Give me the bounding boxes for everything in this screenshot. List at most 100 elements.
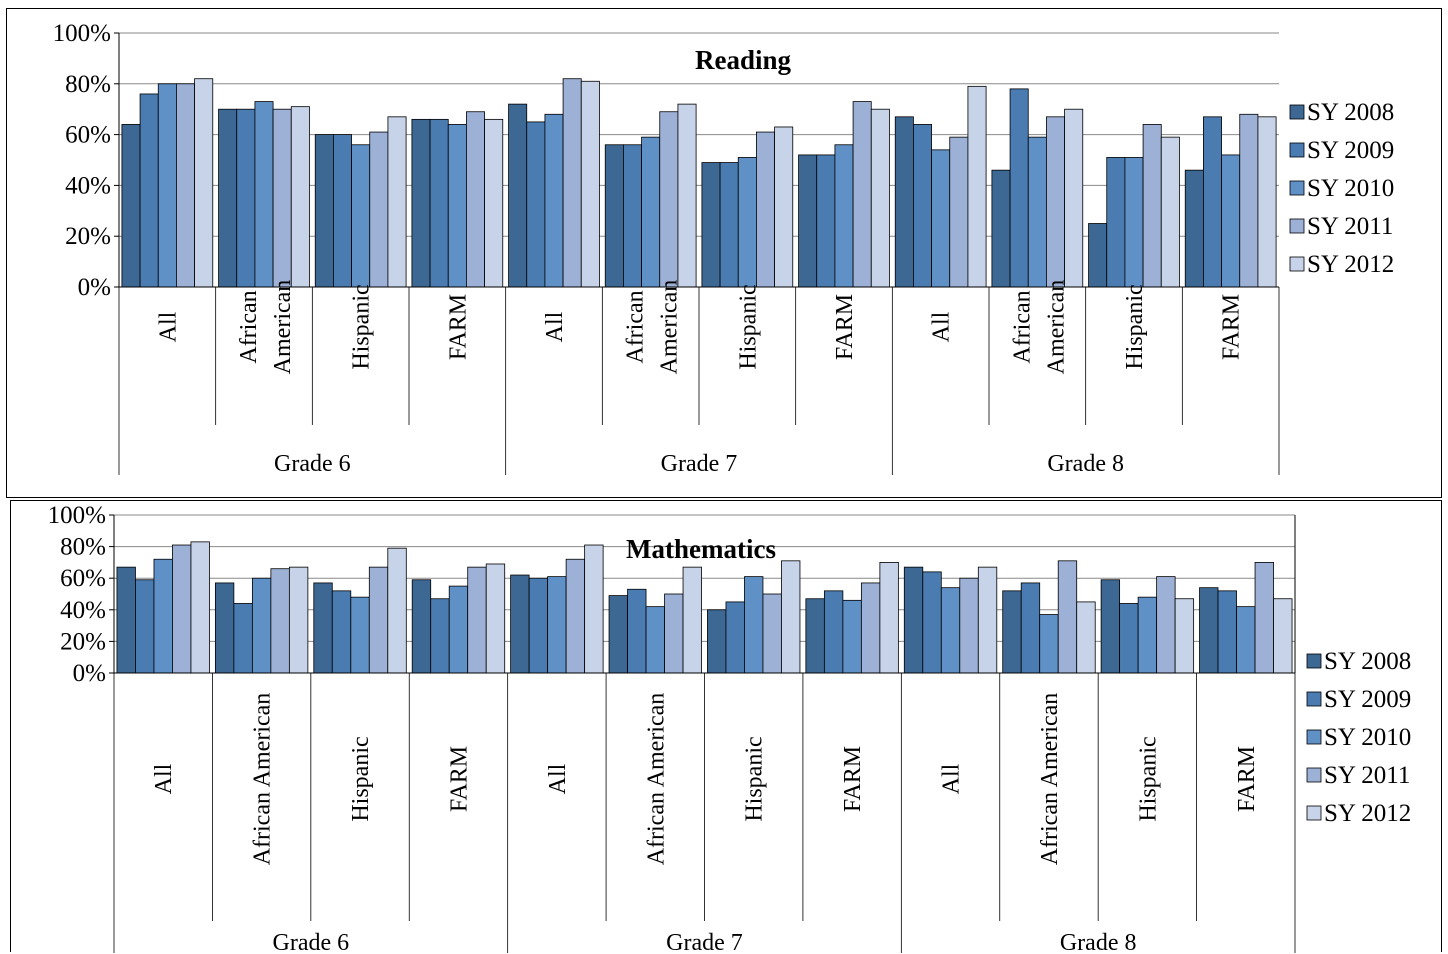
bar (350, 596, 370, 674)
y-tick-label: 0% (73, 660, 106, 687)
bar (719, 162, 739, 288)
bar (1184, 169, 1204, 288)
bar (508, 103, 528, 288)
bar (411, 579, 432, 674)
bar (879, 562, 899, 674)
legend-swatch (1306, 691, 1322, 707)
bar (1221, 154, 1241, 288)
bar (940, 587, 961, 674)
bar (314, 134, 334, 288)
bar (1057, 560, 1078, 674)
bar (116, 566, 136, 674)
bar (526, 121, 546, 288)
bar (959, 577, 979, 674)
bar (977, 566, 998, 674)
bar (870, 108, 890, 288)
category-label: African American (1037, 693, 1063, 866)
bar (756, 131, 775, 288)
legend-swatch (1306, 767, 1322, 783)
bar (236, 108, 256, 288)
bar (842, 599, 862, 674)
category-label: All (542, 311, 568, 342)
bar (1239, 113, 1259, 288)
legend-swatch (1289, 218, 1305, 234)
chart-title: Reading (695, 45, 792, 75)
y-tick-label: 60% (65, 122, 111, 149)
legend-label: SY 2011 (1307, 213, 1393, 240)
bar (762, 593, 782, 674)
bar (333, 134, 352, 288)
bar (725, 601, 745, 674)
category-label-line: African (236, 290, 262, 363)
bar (627, 588, 647, 674)
group-label: Grade 6 (274, 451, 351, 477)
bar (1124, 157, 1144, 288)
bar (913, 124, 932, 288)
category-label: All (939, 763, 965, 794)
bar (781, 560, 801, 674)
bar (860, 582, 881, 674)
legend-label: SY 2008 (1324, 648, 1411, 675)
bar (744, 576, 764, 674)
bar (1236, 606, 1256, 674)
legend-swatch (1289, 142, 1305, 158)
bar (1100, 579, 1121, 674)
category-label: FARM (446, 746, 472, 812)
mathematics-chart: 0% 20% 40% 60% 80% 100% Mathematics All African … (48, 502, 1412, 954)
bar (641, 136, 661, 288)
bar (290, 106, 310, 288)
category-label: FARM (1234, 746, 1260, 812)
bar (1160, 136, 1180, 288)
y-tick-label: 20% (65, 223, 111, 250)
bar (1156, 576, 1176, 674)
bar (894, 116, 914, 288)
category-label: African American (236, 280, 296, 375)
category-label: Hispanic (349, 284, 375, 369)
bar (737, 157, 757, 288)
bar (172, 544, 192, 674)
bar (1199, 587, 1219, 674)
bar (331, 590, 352, 674)
bar (270, 568, 290, 674)
bar (233, 603, 253, 674)
bar (798, 154, 818, 288)
bar (1046, 116, 1065, 288)
bar (467, 566, 487, 674)
bar (922, 571, 942, 674)
legend-label: SY 2010 (1307, 175, 1394, 202)
category-label-line: American (657, 280, 683, 375)
group-label: Grade 7 (661, 451, 738, 477)
bar (288, 566, 309, 674)
category-label: FARM (1219, 294, 1245, 360)
bar (190, 541, 210, 674)
bar (852, 101, 872, 288)
legend-swatch (1306, 729, 1322, 745)
category-label: African American (643, 693, 669, 866)
bar (623, 144, 642, 288)
bar (194, 78, 214, 288)
legend-label: SY 2008 (1307, 99, 1394, 126)
bar (1273, 598, 1293, 674)
bar (664, 593, 684, 674)
bar (1009, 88, 1029, 288)
category-label: All (151, 763, 177, 794)
bar (1020, 582, 1041, 674)
y-tick-label: 80% (65, 71, 111, 98)
bar (1002, 590, 1022, 674)
bar (176, 83, 195, 288)
bar (1088, 223, 1108, 288)
bar (429, 118, 449, 288)
category-label-line: American (270, 280, 296, 375)
legend-label: SY 2011 (1324, 762, 1410, 789)
bar (448, 585, 469, 674)
bar (139, 93, 159, 288)
bar (272, 108, 292, 288)
bar (368, 566, 389, 674)
group-label: Grade 6 (273, 930, 350, 954)
category-label: Hispanic (742, 736, 768, 821)
bar (251, 577, 272, 674)
bar (218, 108, 238, 288)
bar (604, 144, 624, 288)
bar (214, 582, 235, 674)
bar (682, 566, 702, 674)
